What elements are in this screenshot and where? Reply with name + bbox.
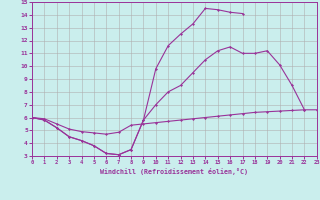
X-axis label: Windchill (Refroidissement éolien,°C): Windchill (Refroidissement éolien,°C)	[100, 168, 248, 175]
